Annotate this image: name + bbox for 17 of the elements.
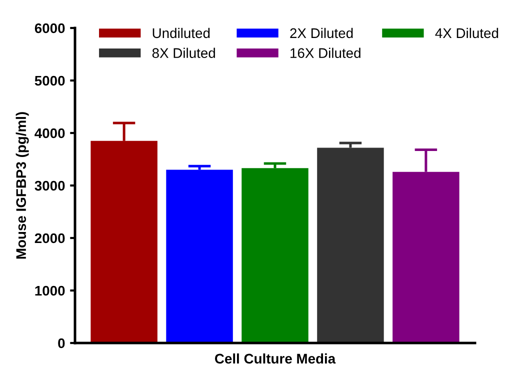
legend-label: 2X Diluted: [290, 28, 353, 38]
bar: [242, 168, 308, 343]
y-tick-label: 0: [58, 338, 65, 348]
bar: [317, 148, 384, 343]
legend-label: 4X Diluted: [435, 28, 498, 38]
legend-label: 16X Diluted: [290, 48, 360, 58]
y-tick-label: 1000: [35, 286, 65, 296]
y-axis-title: Mouse IGFBP3 (pg/ml): [16, 112, 29, 259]
y-tick-label: 5000: [34, 76, 65, 86]
bar: [166, 170, 233, 343]
y-tick-label: 6000: [34, 23, 65, 34]
y-tick-label: 2000: [34, 233, 65, 244]
legend-label: Undiluted: [152, 28, 210, 38]
y-tick-label: 3000: [34, 180, 65, 191]
y-tick-label: 4000: [34, 128, 65, 138]
legend-label: 8X Diluted: [152, 48, 215, 58]
x-axis-title: Cell Culture Media: [214, 353, 336, 364]
